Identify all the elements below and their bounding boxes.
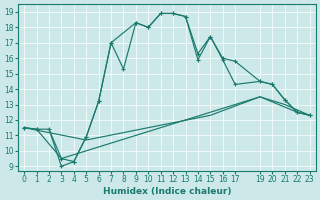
X-axis label: Humidex (Indice chaleur): Humidex (Indice chaleur) xyxy=(103,187,231,196)
